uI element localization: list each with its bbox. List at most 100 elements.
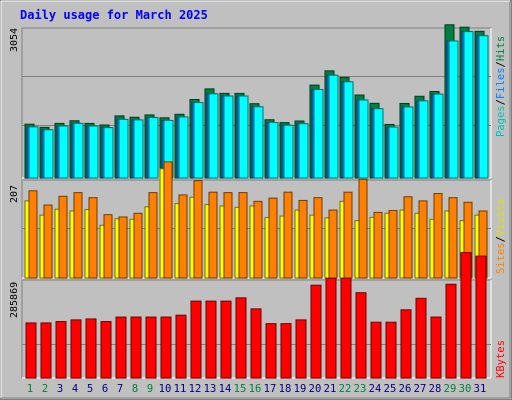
bar-sites-day-19	[298, 199, 308, 279]
bar-sites-day-14	[223, 192, 233, 279]
bar-pages-day-11	[178, 116, 189, 179]
day-label-7: 7	[117, 383, 123, 395]
bar-pages-day-30	[463, 31, 474, 179]
day-label-5: 5	[87, 383, 93, 395]
bars	[24, 24, 489, 379]
bar-pages-day-31	[478, 35, 489, 179]
day-label-27: 27	[414, 383, 427, 395]
bar-kbytes-day-13	[205, 300, 217, 379]
bar-pages-day-18	[283, 124, 294, 179]
day-label-21: 21	[324, 383, 337, 395]
bar-pages-day-23	[358, 99, 369, 179]
bar-pages-day-15	[238, 95, 249, 179]
day-label-16: 16	[249, 383, 262, 395]
bar-pages-day-24	[373, 108, 384, 179]
bar-kbytes-day-30	[460, 252, 472, 379]
bar-kbytes-day-10	[160, 316, 172, 379]
bar-kbytes-day-29	[445, 283, 457, 379]
day-label-26: 26	[399, 383, 412, 395]
bar-kbytes-day-21	[325, 277, 337, 379]
bar-kbytes-day-7	[115, 316, 127, 379]
bar-kbytes-day-15	[235, 297, 247, 379]
day-label-2: 2	[42, 383, 48, 395]
bar-pages-day-14	[223, 95, 234, 179]
legend-part-0: KBytes	[495, 340, 507, 378]
panel-1-scale-label: 3054	[9, 28, 20, 52]
day-label-31: 31	[474, 383, 487, 395]
bar-pages-day-5	[88, 125, 99, 179]
legend-part-4: Hits	[495, 36, 507, 61]
bar-pages-day-21	[328, 74, 339, 179]
bar-kbytes-day-12	[190, 300, 202, 379]
bar-sites-day-22	[343, 191, 353, 279]
day-label-3: 3	[57, 383, 63, 395]
bar-kbytes-day-27	[415, 297, 427, 379]
day-label-25: 25	[384, 383, 397, 395]
bar-kbytes-day-25	[385, 321, 397, 379]
bar-kbytes-day-28	[430, 316, 442, 379]
bar-pages-day-17	[268, 122, 279, 179]
day-label-22: 22	[339, 383, 352, 395]
legend-kbytes: KBytes	[495, 340, 507, 378]
bar-pages-day-3	[58, 125, 69, 179]
day-label-29: 29	[444, 383, 457, 395]
bar-sites-day-16	[253, 200, 263, 279]
bar-pages-day-2	[43, 129, 54, 179]
legend-part-1: /	[495, 236, 507, 242]
bar-sites-day-12	[193, 180, 203, 279]
bar-kbytes-day-4	[70, 319, 82, 379]
day-label-28: 28	[429, 383, 442, 395]
bar-kbytes-day-6	[100, 321, 112, 379]
bar-pages-day-8	[133, 119, 144, 179]
bar-sites-day-27	[418, 200, 428, 279]
bar-sites-day-26	[403, 196, 413, 279]
bar-sites-day-7	[118, 216, 128, 279]
bar-kbytes-day-9	[145, 316, 157, 379]
bar-pages-day-9	[148, 117, 159, 179]
legend-part-1: /	[495, 99, 507, 105]
bar-sites-day-1	[28, 190, 38, 279]
bar-sites-day-17	[268, 197, 278, 279]
day-label-19: 19	[294, 383, 307, 395]
bar-kbytes-day-11	[175, 314, 187, 379]
bar-pages-day-1	[28, 126, 39, 179]
bar-kbytes-day-31	[475, 255, 487, 379]
day-label-11: 11	[174, 383, 187, 395]
bar-pages-day-6	[103, 127, 114, 179]
bar-kbytes-day-26	[400, 309, 412, 379]
bar-sites-day-4	[73, 192, 83, 279]
day-label-12: 12	[189, 383, 202, 395]
bar-sites-day-13	[208, 191, 218, 279]
bar-sites-day-21	[328, 209, 338, 279]
bar-pages-day-22	[343, 81, 354, 179]
legend-part-2: Files	[495, 67, 507, 99]
bar-sites-day-8	[133, 212, 143, 279]
bar-kbytes-day-23	[355, 292, 367, 379]
bar-kbytes-day-16	[250, 308, 262, 379]
bar-pages-day-16	[253, 106, 264, 179]
bar-pages-day-20	[313, 89, 324, 179]
bar-kbytes-day-2	[40, 322, 52, 379]
day-label-14: 14	[219, 383, 232, 395]
bar-pages-day-28	[433, 93, 444, 179]
bar-kbytes-day-5	[85, 318, 97, 379]
bar-kbytes-day-19	[295, 319, 307, 379]
bar-kbytes-day-24	[370, 321, 382, 379]
bar-sites-day-28	[433, 193, 443, 279]
bar-sites-day-25	[388, 210, 398, 279]
chart-title: Daily usage for March 2025	[20, 8, 208, 22]
day-label-23: 23	[354, 383, 367, 395]
panel-3-scale-label: 285869	[9, 282, 20, 318]
bar-sites-day-11	[178, 194, 188, 279]
bar-sites-day-3	[58, 195, 68, 279]
day-label-1: 1	[27, 383, 33, 395]
legend-part-2: Visits	[495, 198, 507, 236]
bar-pages-day-7	[118, 118, 129, 179]
bar-kbytes-day-8	[130, 316, 142, 379]
bar-sites-day-5	[88, 197, 98, 279]
bar-sites-day-23	[358, 178, 368, 279]
legend-part-0: Pages	[495, 105, 507, 137]
bar-kbytes-day-14	[220, 300, 232, 379]
bar-sites-day-6	[103, 214, 113, 279]
